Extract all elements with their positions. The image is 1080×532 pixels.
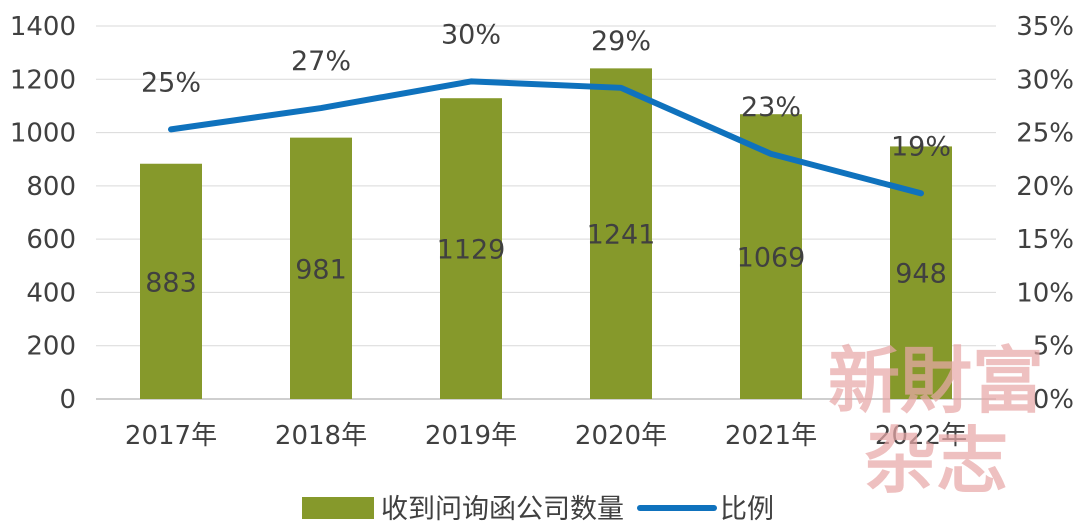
- y-right-tick-label: 20%: [1016, 172, 1074, 202]
- watermark: 新財富 杂志: [828, 338, 1044, 503]
- line-value-label: 29%: [591, 26, 651, 57]
- y-left-tick-label: 400: [26, 278, 76, 308]
- y-right-tick-label: 0%: [1033, 385, 1074, 415]
- line-value-label: 19%: [891, 131, 951, 162]
- y-left-tick-label: 1200: [10, 65, 76, 95]
- bar-value-label: 981: [295, 254, 347, 285]
- y-right-tick-label: 35%: [1016, 12, 1074, 42]
- bar-series: [140, 68, 952, 399]
- x-tick-label: 2018年: [275, 421, 367, 451]
- y-right-tick-label: 30%: [1016, 65, 1074, 95]
- bar-value-label: 883: [145, 267, 197, 298]
- legend-bar-swatch: [302, 497, 374, 519]
- bar-data-labels: 883 981 1129 1241 1069 948: [145, 220, 947, 299]
- line-value-label: 25%: [141, 67, 201, 98]
- y-left-tick-label: 200: [26, 332, 76, 362]
- right-y-axis-ticks: 0% 5% 10% 15% 20% 25% 30% 35%: [1016, 12, 1074, 415]
- x-tick-label: 2021年: [725, 421, 817, 451]
- ratio-line-series: [168, 78, 924, 197]
- legend-line-label: 比例: [720, 494, 774, 525]
- y-right-tick-label: 10%: [1016, 278, 1074, 308]
- ratio-line: [168, 78, 924, 197]
- y-left-tick-label: 1400: [10, 12, 76, 42]
- bar: [290, 137, 352, 399]
- bar-value-label: 1129: [437, 235, 506, 266]
- line-value-label: 27%: [291, 46, 351, 77]
- watermark-line-1: 新財富: [828, 338, 1044, 423]
- gridlines: [96, 25, 996, 400]
- bar-value-label: 1069: [737, 243, 806, 274]
- x-tick-label: 2019年: [425, 421, 517, 451]
- x-tick-label: 2017年: [125, 421, 217, 451]
- x-axis-ticks: 2017年 2018年 2019年 2020年 2021年 2022年: [125, 421, 967, 451]
- left-y-axis-ticks: 0 200 400 600 800 1000 1200 1400: [10, 12, 76, 415]
- y-left-tick-label: 0: [59, 385, 76, 415]
- y-right-tick-label: 25%: [1016, 119, 1074, 149]
- bar-value-label: 1241: [587, 220, 656, 251]
- line-data-labels: 25% 27% 30% 29% 23% 19%: [141, 19, 951, 162]
- y-left-tick-label: 1000: [10, 119, 76, 149]
- bar-value-label: 948: [895, 259, 947, 290]
- watermark-line-2: 杂志: [864, 418, 1008, 503]
- bar: [140, 163, 202, 399]
- x-tick-label: 2020年: [575, 421, 667, 451]
- legend-bar-label: 收到问询函公司数量: [381, 494, 624, 525]
- y-right-tick-label: 5%: [1033, 332, 1074, 362]
- bar: [440, 98, 502, 399]
- y-left-tick-label: 600: [26, 225, 76, 255]
- bar: [590, 68, 652, 399]
- y-left-tick-label: 800: [26, 172, 76, 202]
- line-value-label: 23%: [741, 92, 801, 123]
- y-right-tick-label: 15%: [1016, 225, 1074, 255]
- line-value-label: 30%: [441, 19, 501, 50]
- legend: 收到问询函公司数量 比例: [302, 494, 774, 525]
- x-tick-label: 2022年: [875, 421, 967, 451]
